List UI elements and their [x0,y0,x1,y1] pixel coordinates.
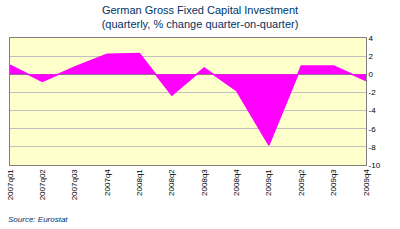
svg-text:2007q01: 2007q01 [6,169,15,201]
svg-text:2008q1: 2008q1 [135,169,144,196]
svg-text:2009q3: 2009q3 [329,169,338,196]
svg-text:Source: Eurostat: Source: Eurostat [8,215,68,224]
svg-text:2008q2: 2008q2 [167,169,176,196]
svg-text:2007q02: 2007q02 [38,169,47,201]
svg-text:2009q1: 2009q1 [265,169,274,196]
svg-text:-6: -6 [369,125,377,134]
svg-text:2009q2: 2009q2 [297,169,306,196]
svg-text:German Gross Fixed Capital Inv: German Gross Fixed Capital Investment(qu… [102,4,299,30]
svg-text:2007q03: 2007q03 [70,169,79,201]
svg-text:2008q4: 2008q4 [232,169,241,196]
svg-text:2007q4: 2007q4 [103,169,112,196]
svg-text:-8: -8 [369,143,377,152]
svg-text:2: 2 [369,52,374,61]
svg-text:-2: -2 [369,88,377,97]
svg-text:4: 4 [369,34,374,43]
svg-text:0: 0 [369,70,374,79]
svg-text:-4: -4 [369,106,377,115]
svg-text:2009q4: 2009q4 [362,169,371,196]
svg-text:2008q3: 2008q3 [200,169,209,196]
svg-text:-10: -10 [369,161,381,170]
